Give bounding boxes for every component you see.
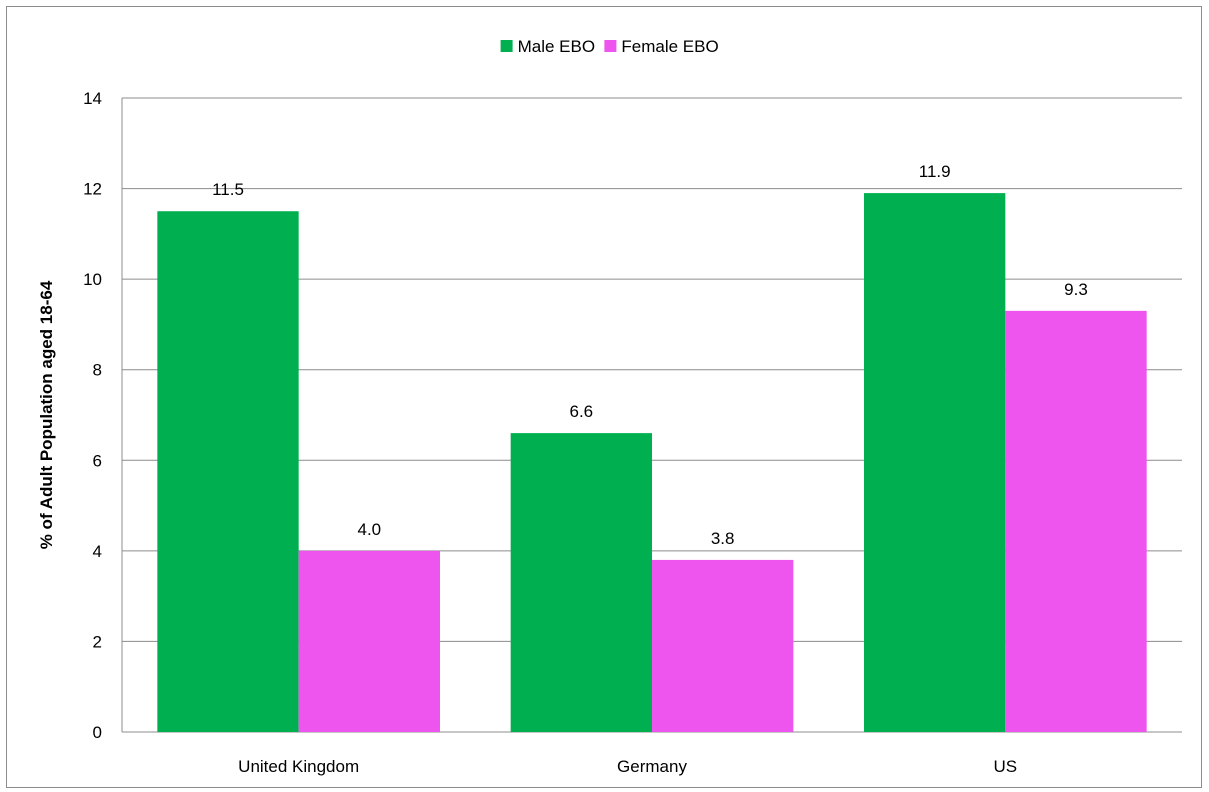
y-axis-title: % of Adult Population aged 18-64 — [37, 280, 56, 549]
y-tick-label: 2 — [93, 632, 102, 651]
y-tick-label: 12 — [83, 180, 102, 199]
legend-swatch — [604, 40, 617, 52]
bar-female — [652, 559, 794, 732]
data-label: 3.8 — [711, 529, 735, 548]
legend-label: Male EBO — [518, 37, 595, 56]
legend-swatch — [500, 40, 513, 52]
bars — [157, 193, 1147, 733]
data-label: 11.5 — [212, 180, 244, 199]
data-label: 9.3 — [1064, 280, 1088, 299]
x-tick-label: Germany — [617, 757, 687, 776]
legend: Male EBO Female EBO — [500, 37, 719, 56]
data-label: 4.0 — [358, 520, 382, 539]
x-tick-label: United Kingdom — [238, 757, 359, 776]
y-axis-ticks: 0 2 4 6 8 10 12 14 — [83, 89, 102, 742]
bar-female — [1005, 310, 1147, 732]
bar-female — [298, 550, 440, 732]
y-tick-label: 14 — [83, 89, 102, 108]
bar-male — [864, 193, 1006, 733]
data-label: 6.6 — [570, 402, 594, 421]
y-tick-label: 0 — [93, 723, 102, 742]
data-label: 11.9 — [919, 162, 951, 181]
bar-male — [510, 433, 652, 732]
y-tick-label: 6 — [93, 451, 102, 470]
y-tick-label: 10 — [83, 270, 102, 289]
bar-male — [157, 211, 299, 732]
x-tick-label: US — [994, 757, 1018, 776]
y-tick-label: 8 — [93, 361, 102, 380]
data-labels: 11.5 4.0 6.6 3.8 11.9 9.3 — [212, 162, 1088, 548]
x-axis-ticks: United Kingdom Germany US — [238, 757, 1017, 776]
y-tick-label: 4 — [93, 542, 102, 561]
legend-label: Female EBO — [621, 37, 718, 56]
